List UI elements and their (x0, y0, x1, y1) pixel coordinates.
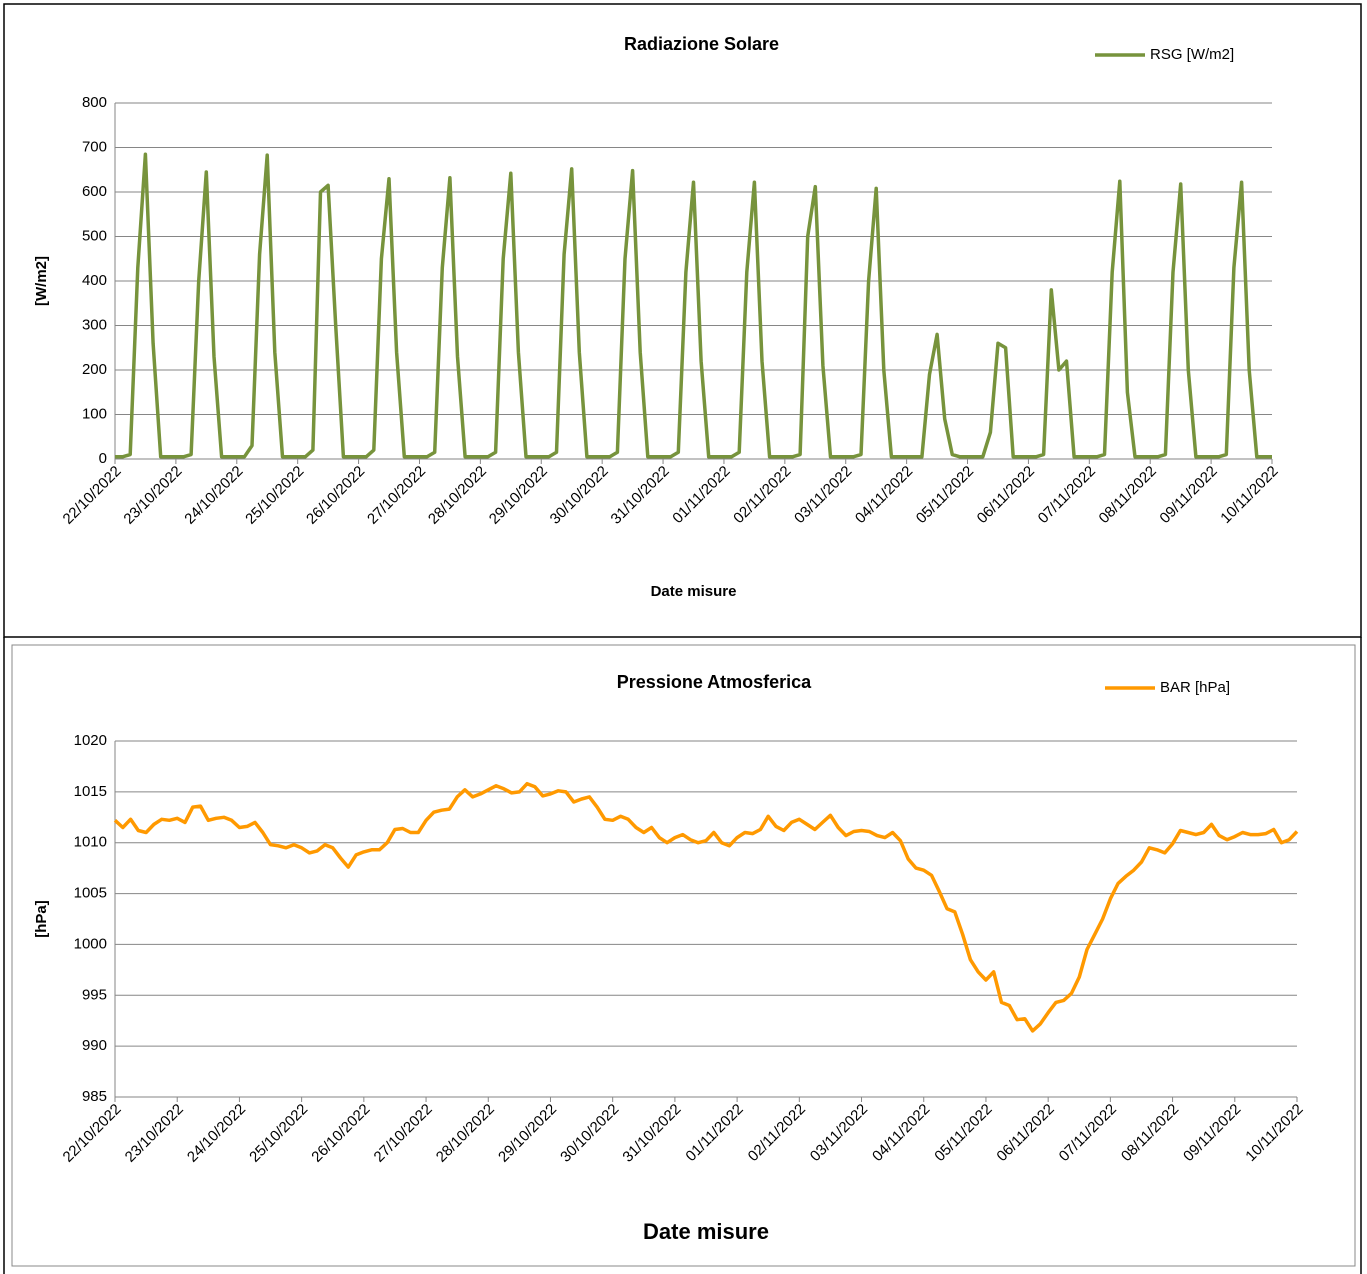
x-axis-label: Date misure (651, 583, 737, 600)
chart-title: Pressione Atmosferica (617, 672, 812, 692)
y-tick-label: 400 (82, 272, 107, 289)
x-tick-label: 04/11/2022 (852, 463, 916, 527)
data-line (115, 152, 1272, 459)
y-tick-label: 1010 (74, 834, 107, 851)
chart-title: Radiazione Solare (624, 34, 779, 54)
y-tick-label: 1005 (74, 885, 107, 902)
x-tick-label: 28/10/2022 (433, 1101, 498, 1166)
data-line (113, 781, 1299, 1033)
x-tick-label: 09/11/2022 (1180, 1101, 1244, 1165)
x-tick-label: 10/11/2022 (1242, 1101, 1306, 1165)
x-tick-label: 22/10/2022 (60, 463, 125, 528)
x-tick-label: 30/10/2022 (547, 463, 612, 528)
x-tick-label: 06/11/2022 (974, 463, 1038, 527)
x-tick-label: 22/10/2022 (60, 1101, 125, 1166)
y-tick-label: 600 (82, 183, 107, 200)
x-tick-label: 07/11/2022 (1056, 1101, 1120, 1165)
x-tick-label: 28/10/2022 (425, 463, 490, 528)
y-axis-label: [hPa] (33, 900, 50, 938)
y-tick-label: 300 (82, 316, 107, 333)
x-tick-label: 03/11/2022 (791, 463, 855, 527)
x-tick-label: 29/10/2022 (486, 463, 551, 528)
x-tick-label: 01/11/2022 (669, 463, 733, 527)
x-tick-label: 08/11/2022 (1096, 463, 1160, 527)
y-tick-label: 0 (99, 450, 107, 467)
x-tick-label: 10/11/2022 (1217, 463, 1281, 527)
x-tick-label: 09/11/2022 (1156, 463, 1220, 527)
y-tick-label: 1015 (74, 783, 107, 800)
x-tick-label: 27/10/2022 (364, 463, 429, 528)
y-tick-label: 100 (82, 405, 107, 422)
x-tick-label: 02/11/2022 (745, 1101, 809, 1165)
y-axis-label: [W/m2] (33, 256, 50, 306)
x-tick-label: 01/11/2022 (682, 1101, 746, 1165)
x-tick-label: 29/10/2022 (495, 1101, 560, 1166)
y-tick-label: 200 (82, 361, 107, 378)
y-tick-label: 995 (82, 986, 107, 1003)
x-axis-label: Date misure (643, 1219, 769, 1244)
x-tick-label: 27/10/2022 (371, 1101, 436, 1166)
x-tick-label: 26/10/2022 (308, 1101, 373, 1166)
y-tick-label: 1020 (74, 732, 107, 749)
y-tick-label: 800 (82, 94, 107, 111)
legend-label: RSG [W/m2] (1150, 46, 1234, 63)
x-tick-label: 07/11/2022 (1035, 463, 1099, 527)
x-tick-label: 24/10/2022 (184, 1101, 249, 1166)
x-tick-label: 02/11/2022 (730, 463, 794, 527)
x-tick-label: 25/10/2022 (246, 1101, 311, 1166)
top-frame (3, 3, 1362, 638)
x-tick-label: 24/10/2022 (181, 463, 246, 528)
y-tick-label: 700 (82, 138, 107, 155)
x-tick-label: 23/10/2022 (122, 1101, 187, 1166)
y-tick-label: 990 (82, 1037, 107, 1054)
x-tick-label: 04/11/2022 (869, 1101, 933, 1165)
y-tick-label: 1000 (74, 935, 107, 952)
x-tick-label: 26/10/2022 (303, 463, 368, 528)
x-tick-label: 30/10/2022 (557, 1101, 622, 1166)
x-tick-label: 08/11/2022 (1118, 1101, 1182, 1165)
x-tick-label: 06/11/2022 (993, 1101, 1057, 1165)
legend-label: BAR [hPa] (1160, 679, 1230, 696)
x-tick-label: 31/10/2022 (619, 1101, 684, 1166)
x-tick-label: 31/10/2022 (608, 463, 673, 528)
y-tick-label: 985 (82, 1088, 107, 1105)
bottom-frame (11, 644, 1356, 1267)
y-tick-label: 500 (82, 227, 107, 244)
x-tick-label: 03/11/2022 (807, 1101, 871, 1165)
x-tick-label: 25/10/2022 (242, 463, 307, 528)
x-tick-label: 05/11/2022 (913, 463, 977, 527)
x-tick-label: 05/11/2022 (931, 1101, 995, 1165)
x-tick-label: 23/10/2022 (120, 463, 185, 528)
